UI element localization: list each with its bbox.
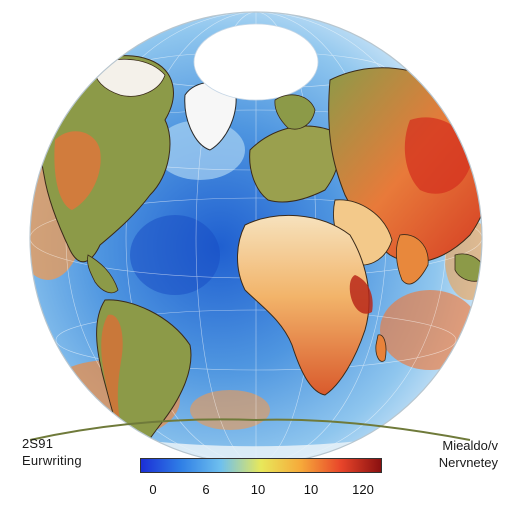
- colorbar-tick-label: 120: [352, 482, 374, 497]
- africa: [237, 214, 370, 396]
- colorbar: [140, 458, 382, 473]
- north-america-warm: [54, 131, 101, 210]
- central-america: [87, 254, 119, 294]
- ground-line-right: [255, 418, 471, 441]
- ocean-warm-patch-south: [190, 390, 270, 430]
- africa-hotspot: [349, 275, 373, 314]
- ground-line-left: [29, 418, 257, 441]
- colorbar-tick-label: 0: [149, 482, 157, 497]
- ocean-warm-patch-indian: [380, 290, 480, 370]
- canada-arctic: [94, 58, 166, 97]
- label-right-caption: Nervnetey: [438, 455, 498, 470]
- madagascar: [375, 334, 387, 362]
- asia-hotspot: [404, 117, 472, 194]
- north-america: [38, 55, 174, 263]
- colorbar-tick-label: 6: [202, 482, 210, 497]
- arctic-ice: [193, 23, 319, 101]
- india: [396, 234, 429, 285]
- label-left-year: 2S91: [22, 436, 54, 451]
- label-left-caption: Eurwriting: [22, 453, 82, 468]
- colorbar-tick-label: 10: [303, 482, 319, 497]
- label-right-title: Miealdo/v: [442, 438, 498, 453]
- ocean-deep-patch: [130, 215, 220, 295]
- scandinavia: [274, 94, 316, 130]
- southeast-asia: [454, 253, 482, 282]
- colorbar-tick-label: 10: [250, 482, 266, 497]
- south-america-warm: [101, 314, 123, 430]
